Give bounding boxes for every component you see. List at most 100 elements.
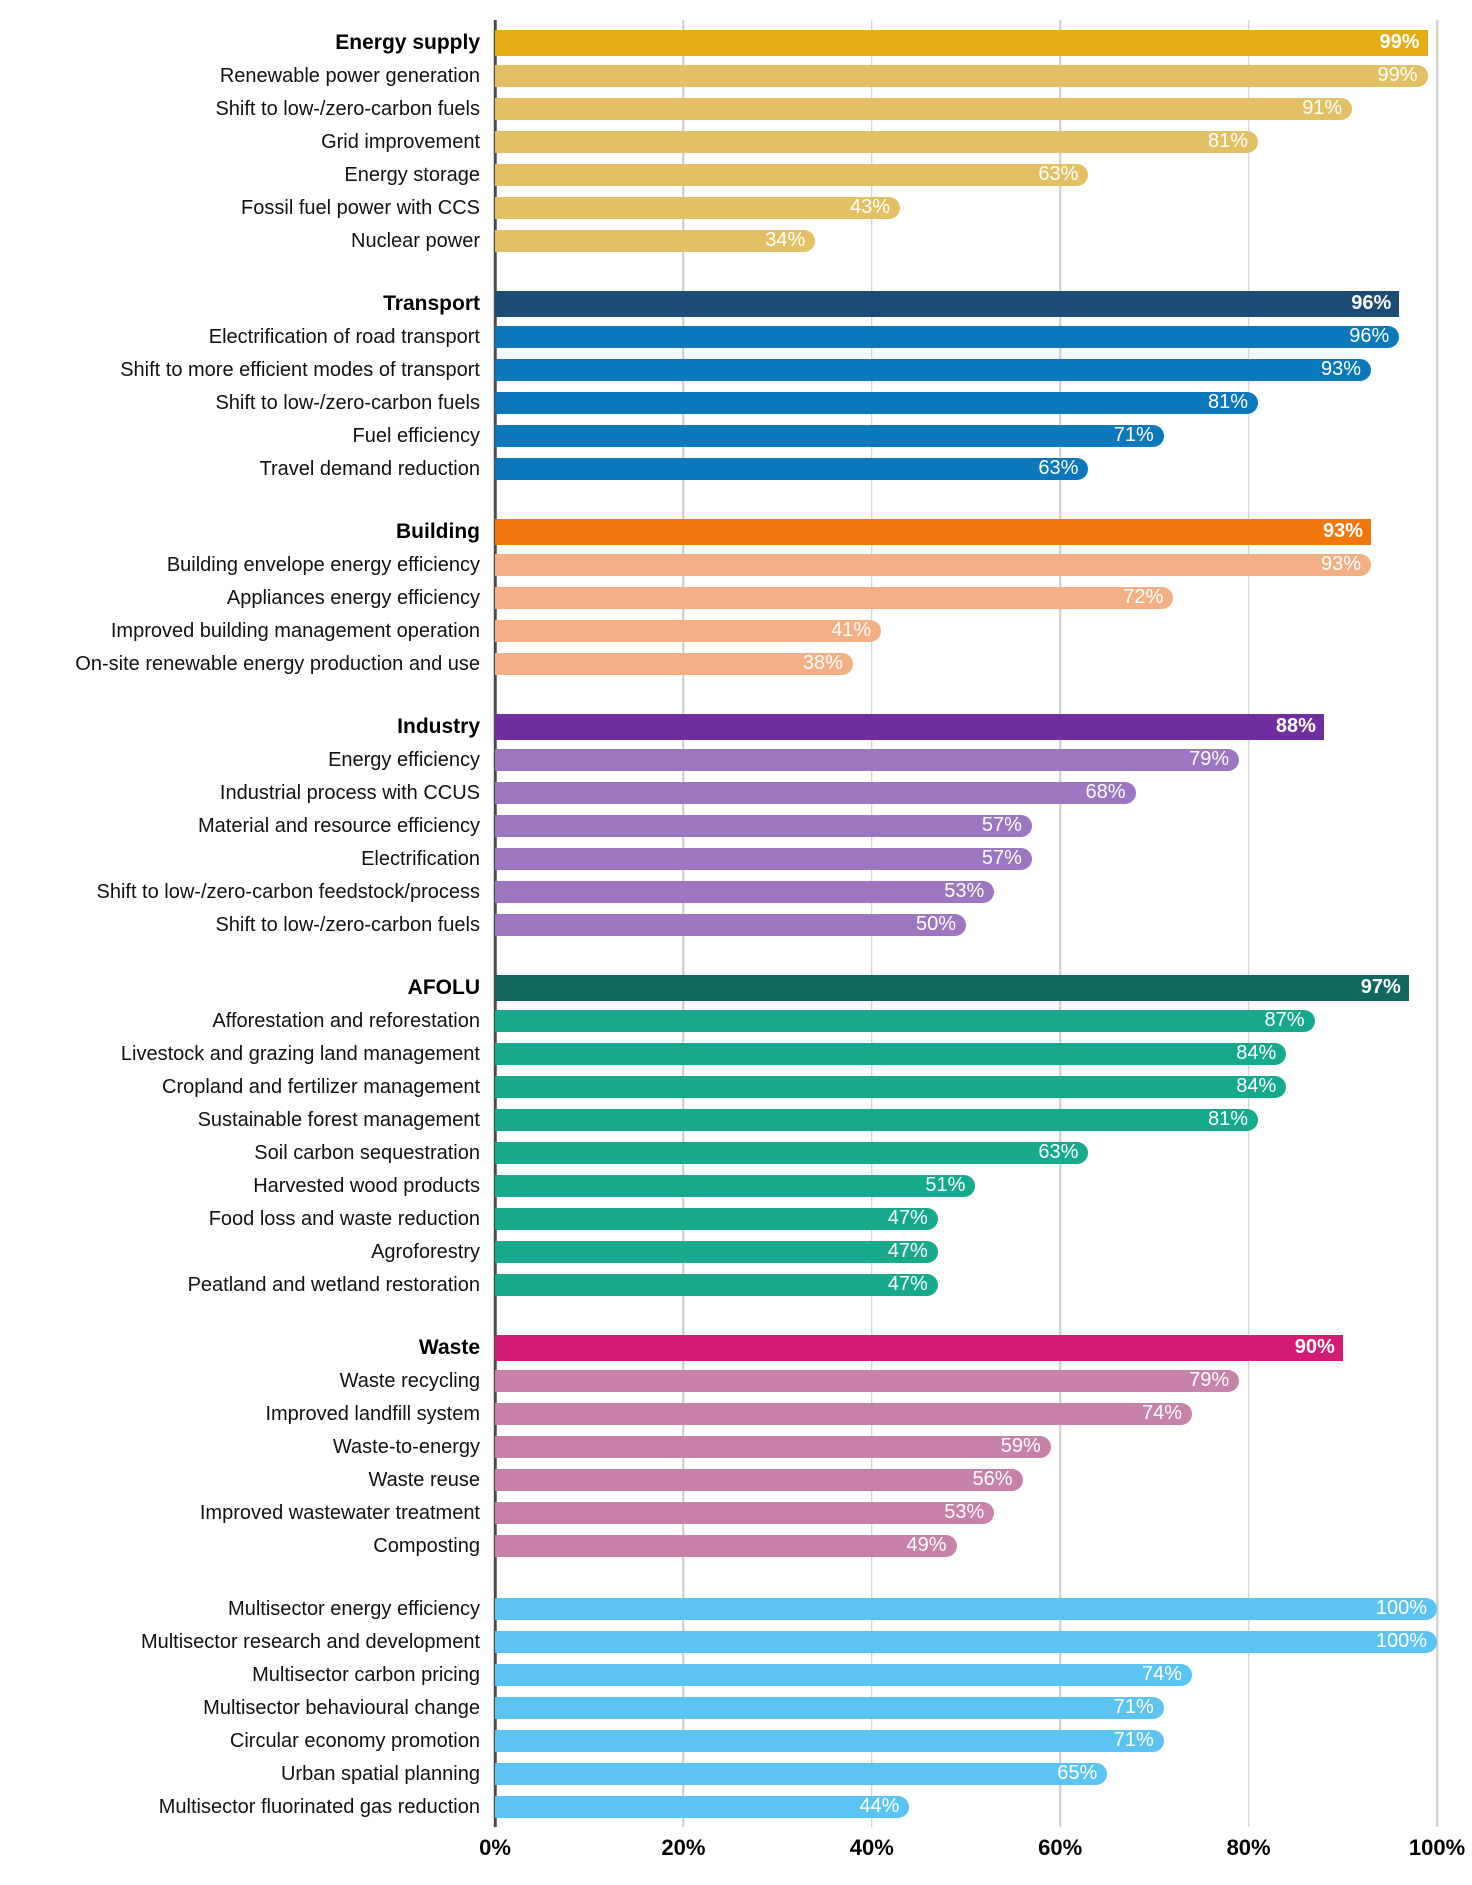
bar-label: Multisector research and development (140, 1630, 480, 1653)
bar: 71% (495, 1696, 1164, 1719)
bar-row: On-site renewable energy production and … (0, 647, 1472, 680)
bar-track: 71% (495, 419, 1437, 452)
bar: 43% (495, 196, 901, 219)
bar-track: 81% (495, 125, 1437, 158)
bar-row: Peatland and wetland restoration 47% (0, 1268, 1472, 1301)
bar-value-label: 100% (1375, 1597, 1427, 1619)
bar-row: Appliances energy efficiency 72% (0, 581, 1472, 614)
sector-label: Industry (397, 714, 480, 738)
bar-value-label: 84% (1236, 1075, 1277, 1097)
bar-row: Multisector research and development 100% (0, 1625, 1472, 1658)
bar: 99% (495, 64, 1428, 87)
bar-track: 74% (495, 1658, 1437, 1691)
x-axis-tick-100: 100% (1408, 1835, 1466, 1860)
bar-value-label: 63% (1038, 163, 1079, 185)
bar-value-label: 79% (1189, 1369, 1230, 1391)
bar-track: 84% (495, 1037, 1437, 1070)
bar-row: Multisector carbon pricing 74% (0, 1658, 1472, 1691)
bar-label: Food loss and waste reduction (208, 1207, 480, 1230)
bar-label: Appliances energy efficiency (226, 586, 480, 609)
bar-value-label: 51% (925, 1174, 966, 1196)
bar-row: Shift to low-/zero-carbon fuels 50% (0, 908, 1472, 941)
bar-value-label: 74% (1142, 1663, 1183, 1685)
bar: 100% (495, 1630, 1437, 1653)
bar-value-label: 91% (1302, 97, 1343, 119)
bar: 56% (495, 1468, 1023, 1491)
bar-row: Shift to more efficient modes of transpo… (0, 353, 1472, 386)
bar-row: Building envelope energy efficiency 93% (0, 548, 1472, 581)
gridline-80 (1247, 20, 1250, 1827)
bar-row: Waste recycling 79% (0, 1364, 1472, 1397)
bar: 100% (495, 1597, 1437, 1620)
gridline-60 (1059, 20, 1061, 1827)
bar-label: Afforestation and reforestation (212, 1009, 480, 1032)
bar-label: Renewable power generation (219, 64, 480, 87)
bar-value-label: 84% (1236, 1042, 1277, 1064)
bar-track: 100% (495, 1592, 1437, 1625)
bar: 63% (495, 457, 1089, 480)
bar: 38% (495, 652, 853, 675)
sector-header-row: Energy supply 99% (0, 26, 1472, 59)
bar-label: Shift to low-/zero-carbon fuels (215, 391, 480, 414)
bar-value-label: 47% (887, 1273, 928, 1295)
bar: 63% (495, 163, 1089, 186)
bar: 93% (495, 553, 1372, 576)
bar-track: 47% (495, 1202, 1437, 1235)
bar-label: Harvested wood products (253, 1174, 480, 1197)
bar-track: 38% (495, 647, 1437, 680)
bar-track: 65% (495, 1757, 1437, 1790)
bar-label: Fossil fuel power with CCS (241, 196, 480, 219)
bar-row: Harvested wood products 51% (0, 1169, 1472, 1202)
bar-value-label: 81% (1207, 391, 1249, 413)
bar: 71% (495, 1729, 1164, 1752)
bar: 79% (495, 1369, 1240, 1392)
bar: 96% (495, 325, 1400, 348)
section-building: Building 93% Building envelope energy effi… (0, 515, 1472, 680)
bar-row: Waste reuse 56% (0, 1463, 1472, 1496)
bar-row: Cropland and fertilizer management 84% (0, 1070, 1472, 1103)
bar-label: Energy efficiency (328, 748, 480, 771)
bar-track: 93% (495, 548, 1437, 581)
bar-track: 84% (495, 1070, 1437, 1103)
bar-label: Waste-to-energy (332, 1435, 480, 1458)
bar-track: 81% (495, 386, 1437, 419)
bar-value-label: 81% (1207, 1108, 1249, 1130)
bar-row: Fossil fuel power with CCS 43% (0, 191, 1472, 224)
bar: 44% (495, 1795, 910, 1818)
bar: 49% (495, 1534, 957, 1557)
bar-row: Material and resource efficiency 57% (0, 809, 1472, 842)
bar-value-label: 97% (1360, 976, 1401, 998)
bar-value-label: 88% (1275, 715, 1316, 737)
bar-label: Energy storage (344, 163, 480, 186)
bar-row: Energy storage 63% (0, 158, 1472, 191)
bar-value-label: 53% (944, 880, 985, 902)
bar-label: Circular economy promotion (229, 1729, 480, 1752)
sector-header-row: Transport 96% (0, 287, 1472, 320)
gridline-100 (1436, 20, 1438, 1827)
bar: 91% (495, 97, 1353, 120)
sector-label: Waste (418, 1335, 480, 1359)
bar-value-label: 81% (1207, 130, 1249, 152)
bar-row: Electrification of road transport 96% (0, 320, 1472, 353)
bar-track: 34% (495, 224, 1437, 257)
bar-track: 51% (495, 1169, 1437, 1202)
bar: 59% (495, 1435, 1051, 1458)
bar-row: Shift to low-/zero-carbon fuels 91% (0, 92, 1472, 125)
sector-header-bar: 93% (495, 518, 1372, 545)
bar-track: 53% (495, 875, 1437, 908)
bar-track: 87% (495, 1004, 1437, 1037)
bar-track: 96% (495, 287, 1437, 320)
bar-row: Multisector energy efficiency 100% (0, 1592, 1472, 1625)
bar-value-label: 44% (859, 1795, 900, 1817)
bar-row: Circular economy promotion 71% (0, 1724, 1472, 1757)
bar: 34% (495, 229, 816, 252)
bar-track: 99% (495, 26, 1437, 59)
bar-label: Improved landfill system (265, 1402, 480, 1425)
bar: 53% (495, 880, 995, 903)
bar-row: Composting 49% (0, 1529, 1472, 1562)
bar-track: 57% (495, 842, 1437, 875)
bar-row: Agroforestry 47% (0, 1235, 1472, 1268)
bar-value-label: 68% (1085, 781, 1126, 803)
bar-track: 100% (495, 1625, 1437, 1658)
bar-track: 91% (495, 92, 1437, 125)
